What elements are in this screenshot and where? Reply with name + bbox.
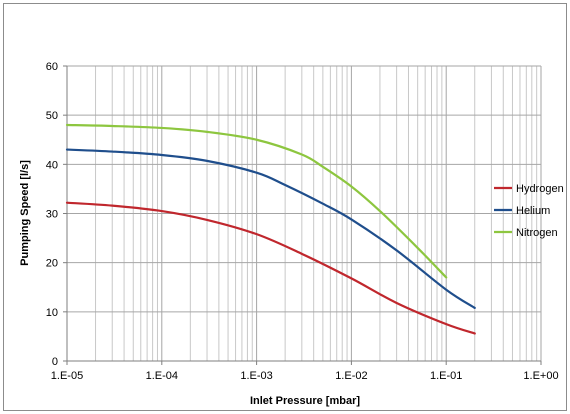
x-axis-title: Inlet Pressure [mbar] (250, 395, 360, 407)
y-tick-label: 60 (46, 61, 58, 73)
x-tick-label: 1.E-03 (240, 370, 272, 382)
helium-legend-label: Helium (516, 205, 550, 217)
grid-layer (66, 65, 542, 362)
y-tick-label: 30 (46, 209, 58, 221)
y-tick-label: 20 (46, 258, 58, 270)
helium-series-line (65, 148, 476, 309)
y-tick-label: 0 (52, 356, 58, 368)
x-tick-label: 1.E+00 (523, 370, 558, 382)
x-tick-label: 1.E-05 (51, 370, 83, 382)
x-tick-label: 1.E-04 (146, 370, 178, 382)
nitrogen-legend-label: Nitrogen (516, 227, 558, 239)
legend: Hydrogen Helium Nitrogen (494, 183, 564, 239)
tick-labels: 1.E-05 1.E-04 1.E-03 1.E-02 1.E-01 1.E+00 0 10 2… (46, 61, 559, 382)
y-tick-label: 50 (46, 110, 58, 122)
hydrogen-legend-label: Hydrogen (516, 183, 564, 195)
x-tick-label: 1.E-02 (335, 370, 367, 382)
axes-layer (63, 65, 542, 365)
series-layer (65, 123, 476, 335)
nitrogen-series-line (65, 123, 448, 279)
x-tick-label: 1.E-01 (430, 370, 462, 382)
y-tick-label: 10 (46, 307, 58, 319)
y-axis-title: Pumping Speed [l/s] (19, 160, 31, 266)
hydrogen-series-line (65, 201, 476, 335)
y-tick-label: 40 (46, 159, 58, 171)
